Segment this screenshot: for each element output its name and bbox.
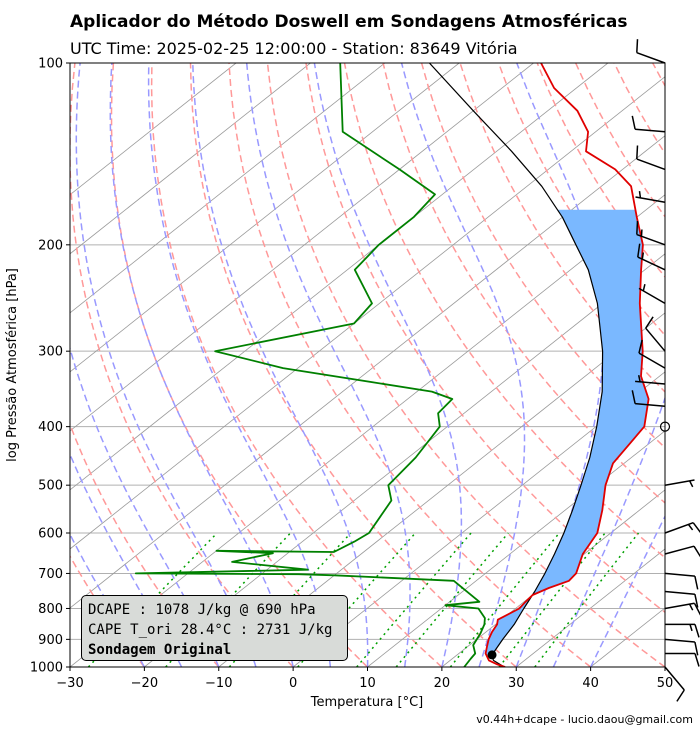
sounding-label: Sondagem Original [88,642,232,658]
x-axis-label: Temperatura [°C] [310,695,423,710]
y-tick-label: 200 [38,238,63,253]
lcl-marker [487,650,497,660]
isotherm-line [367,430,665,667]
wind-barb [664,666,685,702]
mixing-ratio-line [395,532,509,667]
dry-adiabat [70,554,145,667]
wind-barb [664,638,699,656]
wind-barb [664,602,700,616]
wind-barb [636,39,666,64]
x-tick-label: 20 [434,676,451,691]
axis-ticks: −30 −20 −10 0 10 20 30 40 50 100 200 300 400 500 600 70… [30,57,673,692]
dcape-text: DCAPE : 1078 J/kg @ 690 hPa [88,602,316,618]
wind-barb [665,652,700,667]
y-tick-label: 100 [38,57,63,72]
mixing-ratio-line [356,532,472,667]
mixing-ratio-line [534,532,640,667]
dry-adiabat [420,63,665,449]
dry-adiabat [150,63,443,667]
x-tick-label: 40 [582,676,599,691]
dry-adiabat [343,63,665,559]
x-tick-label: 50 [657,676,674,691]
wind-barbs [631,39,700,702]
wind-barb-calm [659,421,671,432]
x-tick-label: 10 [359,676,376,691]
wind-barb [664,479,695,488]
moist-adiabat [589,514,665,667]
y-axis-label: log Pressão Atmosférica [hPa] [5,268,20,462]
isotherm-line [70,63,311,255]
moist-adiabat [313,63,463,667]
isotherm-line [70,63,534,432]
mixing-ratio-line [498,532,606,667]
legend-box: DCAPE : 1078 J/kg @ 690 hPa CAPE T_ori 2… [81,595,348,661]
moist-adiabat [75,63,257,667]
isotherm-line [70,194,665,667]
x-tick-label: −20 [131,676,158,691]
y-tick-label: 1000 [30,661,63,676]
dry-adiabat [382,63,665,504]
dry-adiabat [189,63,517,667]
wind-barb [638,339,666,369]
isotherm-line [292,371,665,667]
chart-subtitle: UTC Time: 2025-02-25 12:00:00 - Station:… [70,39,518,58]
wind-barb [631,115,666,133]
dry-adiabat [70,63,294,667]
y-tick-label: 700 [38,567,63,582]
dry-adiabat [266,63,665,667]
isotherm-line [70,63,460,373]
wind-barb [664,521,700,534]
y-tick-label: 500 [38,479,63,494]
mixing-ratio-line [449,532,560,667]
x-tick-label: 30 [508,676,525,691]
moist-adiabat [147,63,332,667]
x-tick-label: 0 [289,676,297,691]
y-tick-label: 300 [38,345,63,360]
isotherm-line [218,312,665,667]
version-credit: v0.44h+dcape - lucio.daou@gmail.com [476,713,693,726]
moist-adiabat [400,63,526,667]
wind-barb [637,243,666,271]
isotherm-line [516,548,665,667]
wind-barb [635,191,666,203]
wind-barb [635,375,666,385]
isotherm-line [70,63,237,196]
isotherm-line [70,63,386,314]
wind-barb [664,572,699,590]
wind-barb [638,284,666,305]
cape-fill [485,209,649,655]
y-tick-label: 600 [38,527,63,542]
isotherm-line [70,76,665,550]
sounding-profiles [134,63,650,667]
chart-title: Aplicador do Método Doswell em Sondagens… [70,12,628,32]
x-tick-label: −30 [56,676,83,691]
moist-adiabat [192,63,369,667]
y-tick-label: 400 [38,420,63,435]
temperature-profile [484,63,650,667]
moist-adiabat [70,532,146,667]
wind-barb [636,145,666,171]
wind-barb [636,220,666,246]
dry-adiabat [305,63,665,614]
x-tick-label: −10 [205,676,232,691]
cape-text: CAPE T_ori 28.4°C : 2731 J/kg [88,622,333,638]
wind-barb [664,545,700,558]
wind-barb [664,590,699,608]
dry-adiabat [228,63,592,667]
moist-adiabat [245,63,411,667]
moist-adiabat [552,395,665,667]
wind-barb [665,623,700,638]
y-tick-label: 900 [38,633,63,648]
wind-barb [645,316,666,352]
isotherm-line [70,135,665,609]
dewpoint-profile [134,63,486,667]
dry-adiabat [110,63,369,667]
parcel-profile [428,63,604,667]
isotherm-line [70,63,609,491]
y-tick-label: 800 [38,602,63,617]
moist-adiabat [109,63,294,667]
wind-barb [631,390,666,407]
cape-area [485,209,649,655]
